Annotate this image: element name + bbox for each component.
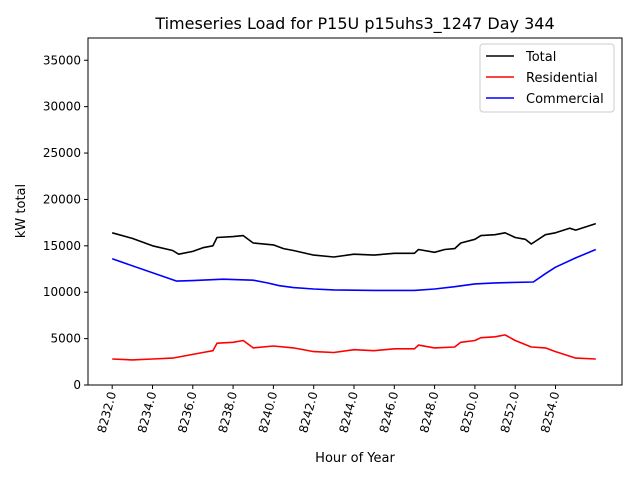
y-tick-label: 10000 xyxy=(43,285,81,299)
x-tick-label: 8240.0 xyxy=(256,390,280,434)
x-tick-label: 8232.0 xyxy=(95,390,119,434)
legend-label: Residential xyxy=(526,71,598,86)
y-tick-label: 25000 xyxy=(43,146,81,160)
y-tick-label: 20000 xyxy=(43,192,81,206)
x-tick-label: 8238.0 xyxy=(216,390,240,434)
y-tick-label: 30000 xyxy=(43,100,81,114)
x-tick-label: 8252.0 xyxy=(498,390,522,434)
series-line-residential xyxy=(112,334,596,361)
x-tick-label: 8248.0 xyxy=(417,390,441,434)
x-tick-label: 8236.0 xyxy=(175,390,199,434)
x-tick-label: 8246.0 xyxy=(377,390,401,434)
legend-label: Commercial xyxy=(526,92,604,107)
legend-label: Total xyxy=(525,50,556,65)
x-tick-label: 8250.0 xyxy=(457,390,481,434)
x-tick-label: 8254.0 xyxy=(538,390,562,434)
y-tick-label: 0 xyxy=(73,378,81,392)
y-tick-label: 15000 xyxy=(43,239,81,253)
x-tick-label: 8234.0 xyxy=(135,390,159,434)
chart-title: Timeseries Load for P15U p15uhs3_1247 Da… xyxy=(154,14,554,34)
y-axis-label: kW total xyxy=(14,184,29,238)
legend-box xyxy=(479,43,615,113)
x-tick-label: 8242.0 xyxy=(296,390,320,434)
x-tick-label: 8244.0 xyxy=(336,390,360,434)
x-axis-label: Hour of Year xyxy=(315,451,395,466)
y-tick-label: 5000 xyxy=(50,332,81,346)
series-line-commercial xyxy=(111,248,597,292)
legend: Total Residential Commercial xyxy=(479,43,615,113)
series-line-total xyxy=(111,222,597,258)
y-tick-label: 35000 xyxy=(43,53,81,67)
plot-frame xyxy=(87,37,623,386)
